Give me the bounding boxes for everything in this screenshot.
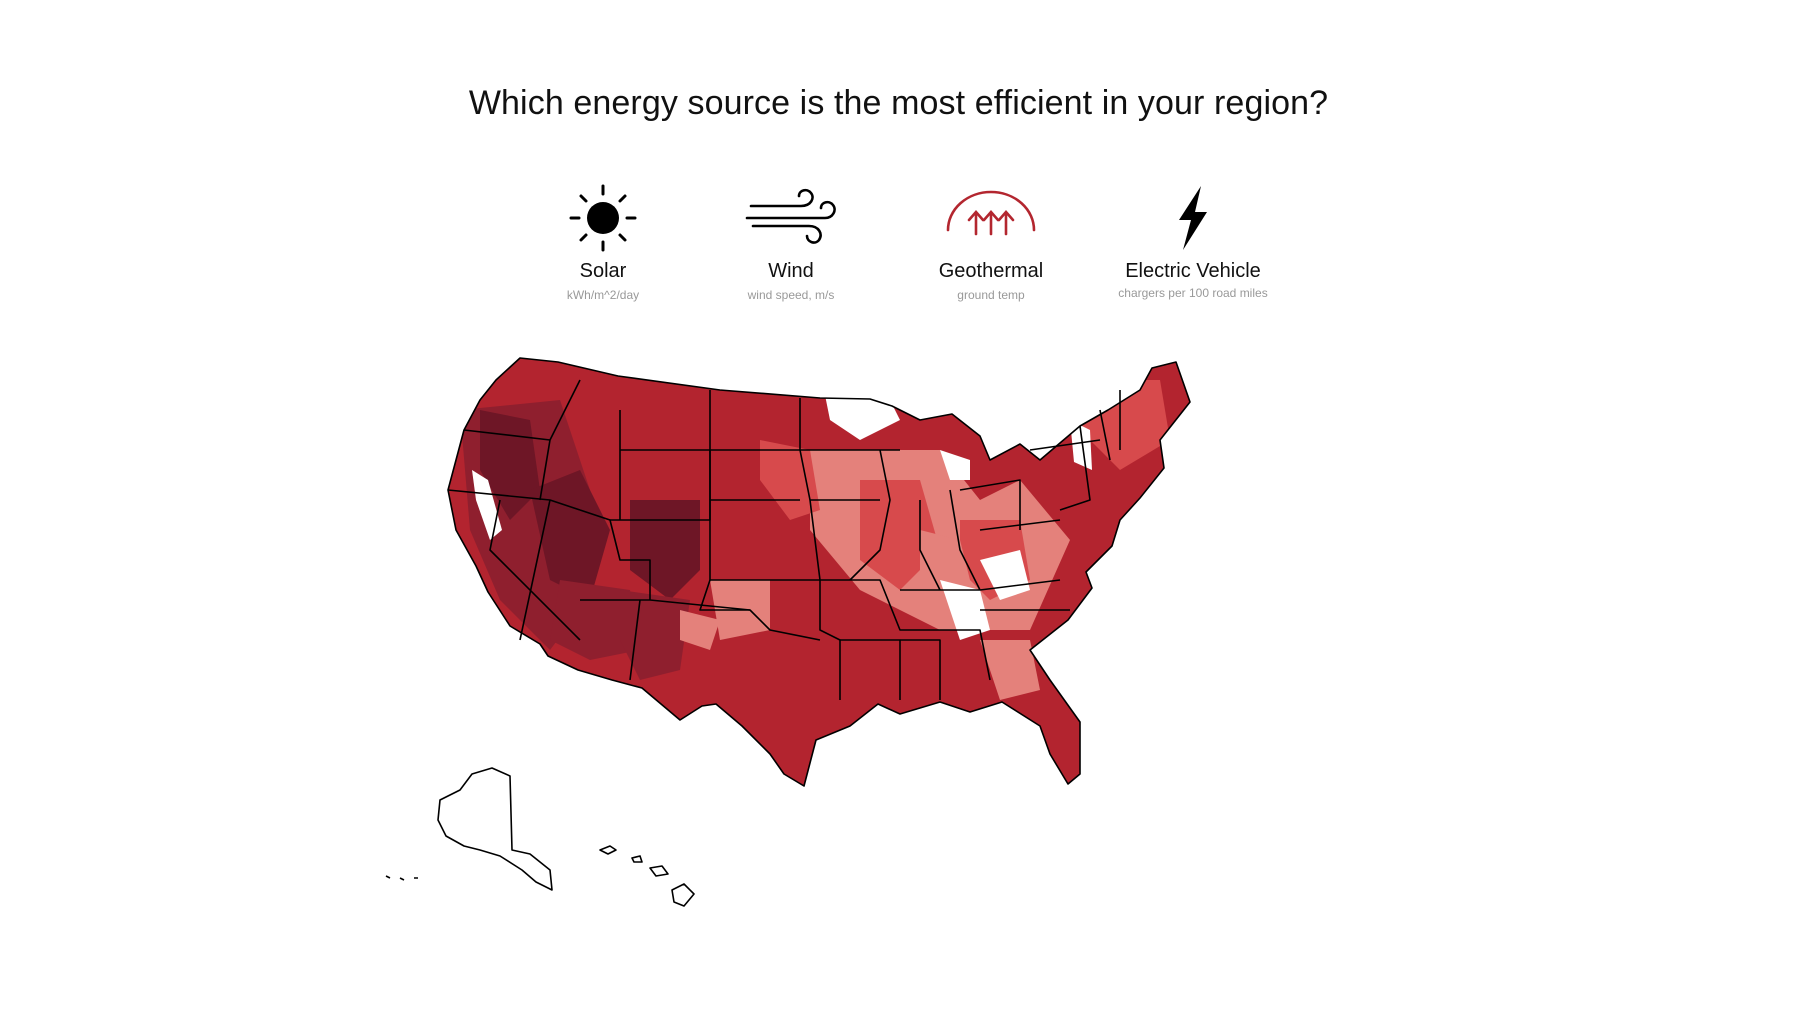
geothermal-icon [946,190,1036,236]
tab-solar[interactable]: Solar kWh/m^2/day [503,176,703,306]
tab-electric-vehicle-label: Electric Vehicle [1125,260,1261,282]
tab-wind[interactable]: Wind wind speed, m/s [691,176,891,306]
wind-icon [745,188,836,244]
tab-solar-unit: kWh/m^2/day [566,288,640,302]
lightning-icon [1179,186,1207,250]
tab-geothermal-label: Geothermal [938,260,1044,282]
page-title: Which energy source is the most efficien… [468,84,1329,122]
tab-geothermal-unit: ground temp [957,288,1025,302]
energy-source-tabs: Solar kWh/m^2/day Wind wind speed, m/s [0,176,1797,316]
tab-geothermal[interactable]: Geothermal ground temp [891,176,1091,306]
sun-icon [569,184,637,252]
tab-wind-label: Wind [768,260,814,282]
energy-intensity-layer [448,358,1190,786]
tab-wind-unit: wind speed, m/s [747,288,835,302]
tab-electric-vehicle[interactable]: Electric Vehicle chargers per 100 road m… [1093,176,1293,306]
tab-solar-label: Solar [579,260,627,282]
alaska-outline [385,767,553,891]
tab-electric-vehicle-unit: chargers per 100 road miles [1118,286,1268,300]
us-choropleth-map[interactable] [380,350,1360,910]
hawaii-outline [599,845,695,907]
state-borders [447,357,1191,787]
